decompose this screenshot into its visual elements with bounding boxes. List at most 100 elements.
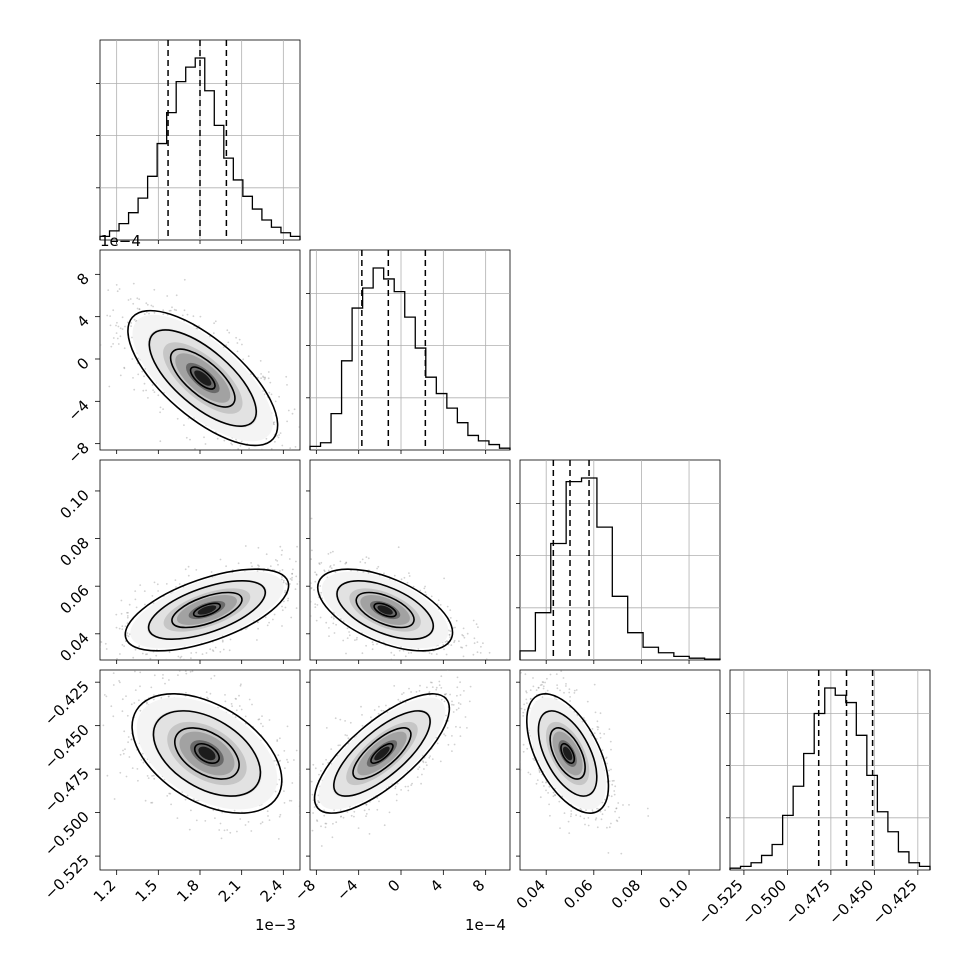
sample-point bbox=[323, 569, 326, 572]
sample-point bbox=[267, 815, 269, 817]
sample-point bbox=[475, 623, 478, 626]
sample-point bbox=[425, 764, 428, 767]
sample-point bbox=[231, 443, 234, 446]
sample-point bbox=[145, 389, 148, 392]
sample-point bbox=[133, 702, 136, 704]
sample-point bbox=[105, 695, 108, 698]
diag-panel-3 bbox=[516, 459, 721, 661]
sample-point bbox=[335, 623, 337, 626]
sample-point bbox=[147, 397, 149, 399]
sample-point bbox=[273, 421, 276, 424]
sample-point bbox=[151, 775, 154, 777]
sample-point bbox=[118, 680, 120, 682]
sample-point bbox=[446, 605, 449, 608]
sample-point bbox=[257, 621, 259, 624]
sample-point bbox=[134, 670, 136, 673]
sample-point bbox=[310, 582, 312, 584]
sample-point bbox=[593, 732, 596, 735]
sample-point bbox=[408, 687, 410, 690]
sample-point bbox=[367, 557, 370, 560]
sample-point bbox=[212, 332, 215, 335]
sample-point bbox=[383, 824, 386, 827]
sample-point bbox=[148, 312, 150, 315]
sample-point bbox=[599, 810, 602, 813]
sample-point bbox=[318, 562, 321, 565]
sample-point bbox=[536, 779, 539, 781]
sample-point bbox=[224, 700, 227, 703]
sample-point bbox=[292, 568, 294, 571]
sample-point bbox=[310, 600, 312, 603]
sample-point bbox=[604, 798, 606, 801]
sample-point bbox=[193, 798, 195, 801]
sample-point bbox=[613, 779, 615, 782]
diag-frame-3 bbox=[519, 459, 721, 661]
sample-point bbox=[429, 681, 432, 684]
sample-point bbox=[102, 724, 105, 727]
sample-point bbox=[177, 674, 179, 676]
sample-point bbox=[332, 550, 334, 553]
sample-point bbox=[393, 685, 396, 687]
sample-point bbox=[280, 554, 283, 556]
sample-point bbox=[323, 814, 326, 817]
sample-point bbox=[190, 657, 192, 659]
sample-point bbox=[152, 774, 155, 777]
sample-point bbox=[342, 639, 345, 642]
sample-point bbox=[394, 787, 397, 790]
sample-point bbox=[348, 631, 350, 633]
sample-point bbox=[346, 637, 349, 639]
sample-point bbox=[117, 343, 120, 345]
sample-point bbox=[152, 305, 155, 308]
sample-point bbox=[365, 803, 368, 806]
sample-point bbox=[603, 733, 606, 735]
sample-point bbox=[547, 792, 549, 794]
sample-point bbox=[123, 366, 126, 369]
sample-point bbox=[458, 640, 460, 643]
sample-point bbox=[452, 711, 455, 713]
sample-point bbox=[144, 603, 146, 606]
sample-point bbox=[211, 649, 214, 651]
sample-point bbox=[371, 648, 374, 651]
sample-point bbox=[248, 447, 251, 450]
sample-point bbox=[139, 709, 142, 712]
sample-point bbox=[317, 800, 319, 802]
sample-point bbox=[234, 697, 237, 700]
sample-point bbox=[567, 820, 570, 823]
contour-line-3 bbox=[171, 591, 243, 629]
sample-point bbox=[450, 644, 453, 646]
sample-point bbox=[126, 611, 128, 614]
sample-point bbox=[124, 748, 126, 751]
density-level-6 bbox=[374, 746, 390, 761]
sample-point bbox=[323, 570, 326, 573]
sample-point bbox=[376, 643, 378, 645]
sample-point bbox=[605, 756, 608, 759]
sample-point bbox=[159, 411, 162, 414]
sample-point bbox=[361, 558, 364, 561]
sample-point bbox=[365, 815, 367, 817]
sample-point bbox=[399, 700, 402, 703]
sample-point bbox=[376, 797, 379, 799]
sample-point bbox=[120, 599, 123, 602]
density-level-6 bbox=[197, 605, 217, 615]
sample-point bbox=[276, 763, 278, 766]
diag-panel-4 bbox=[726, 669, 931, 871]
sample-point bbox=[347, 737, 350, 740]
sample-point bbox=[314, 603, 317, 605]
sample-point bbox=[205, 691, 208, 693]
sample-point bbox=[291, 572, 294, 575]
sample-point bbox=[568, 691, 571, 694]
sample-point bbox=[160, 697, 163, 699]
sample-point bbox=[422, 760, 424, 763]
density-panel-1-2 bbox=[99, 249, 301, 451]
sample-point bbox=[177, 655, 180, 658]
sample-point bbox=[157, 394, 160, 397]
sample-point bbox=[139, 584, 142, 586]
sample-point bbox=[406, 581, 409, 584]
sample-point bbox=[100, 646, 101, 649]
sample-point bbox=[152, 602, 155, 604]
sample-point bbox=[168, 792, 171, 795]
sample-point bbox=[281, 605, 283, 608]
sample-point bbox=[411, 782, 413, 785]
sample-point bbox=[273, 613, 276, 616]
sample-point bbox=[579, 807, 582, 810]
sample-point bbox=[316, 819, 318, 821]
